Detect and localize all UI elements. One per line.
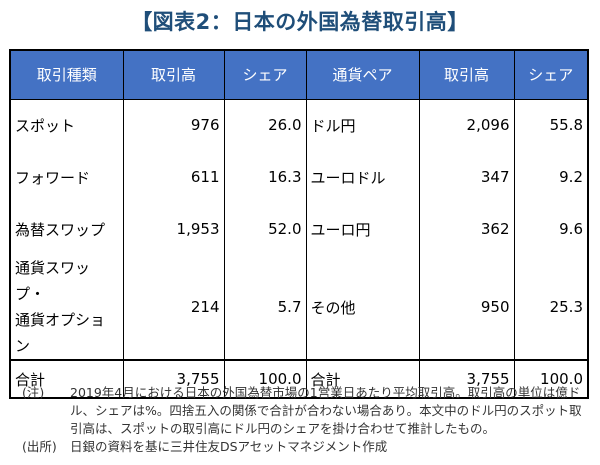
table-row: スポット 976 26.0 ドル円 2,096 55.8 <box>9 99 589 151</box>
trade-type-line-1: 通貨スワップ・ <box>15 259 91 303</box>
pair-share-cell: 25.3 <box>513 255 589 360</box>
total-row: 合計 3,755 100.0 合計 3,755 100.0 <box>9 359 589 399</box>
currency-pair-cell: ユーロドル <box>305 151 420 203</box>
share-cell: 52.0 <box>223 203 307 255</box>
volume-cell: 1,953 <box>122 203 225 255</box>
pair-volume-cell: 2,096 <box>418 99 515 151</box>
source-text: 日銀の資料を基に三井住友DSアセットマネジメント作成 <box>70 439 388 454</box>
total-label: 合計 <box>9 359 124 399</box>
table-header-row: 取引種類 取引高 シェア 通貨ペア 取引高 シェア <box>9 49 589 100</box>
share-cell: 5.7 <box>223 255 307 360</box>
source-tag: (出所) <box>22 439 57 454</box>
share-cell: 16.3 <box>223 151 307 203</box>
trade-type-line-2: 通貨オプション <box>15 311 106 355</box>
page-title: 【図表2：日本の外国為替取引高】 <box>131 10 469 34</box>
header-trade-type: 取引種類 <box>9 49 124 100</box>
trade-type-cell: スポット <box>9 99 124 151</box>
currency-pair-cell: その他 <box>305 255 420 360</box>
pair-share-cell: 55.8 <box>513 99 589 151</box>
header-currency-pair: 通貨ペア <box>305 49 420 100</box>
volume-cell: 214 <box>122 255 225 360</box>
header-pair-volume: 取引高 <box>418 49 515 100</box>
table-row: フォワード 611 16.3 ユーロドル 347 9.2 <box>9 151 589 203</box>
note-tag: (注) <box>22 385 45 400</box>
table-row: 通貨スワップ・ 通貨オプション 214 5.7 その他 950 25.3 <box>9 255 589 360</box>
pair-volume-cell: 347 <box>418 151 515 203</box>
pair-volume-cell: 362 <box>418 203 515 255</box>
header-pair-share: シェア <box>513 49 589 100</box>
trade-type-cell: 通貨スワップ・ 通貨オプション <box>9 255 124 360</box>
pair-share-cell: 9.2 <box>513 151 589 203</box>
pair-share-cell: 9.6 <box>513 203 589 255</box>
share-cell: 26.0 <box>223 99 307 151</box>
header-volume: 取引高 <box>122 49 225 100</box>
currency-pair-cell: ユーロ円 <box>305 203 420 255</box>
header-share: シェア <box>223 49 307 100</box>
footnotes: (注) 2019年4月における日本の外国為替市場の1営業日あたり平均取引高。取引… <box>22 384 594 456</box>
fx-volume-table: 取引種類 取引高 シェア 通貨ペア 取引高 シェア スポット 976 26.0 … <box>9 49 589 399</box>
volume-cell: 611 <box>122 151 225 203</box>
pair-total-share: 100.0 <box>513 359 589 399</box>
total-volume: 3,755 <box>122 359 225 399</box>
pair-volume-cell: 950 <box>418 255 515 360</box>
note-text: 2019年4月における日本の外国為替市場の1営業日あたり平均取引高。取引高の単位… <box>70 385 582 436</box>
pair-total-label: 合計 <box>305 359 420 399</box>
trade-type-cell: 為替スワップ <box>9 203 124 255</box>
currency-pair-cell: ドル円 <box>305 99 420 151</box>
volume-cell: 976 <box>122 99 225 151</box>
source-note: (出所) 日銀の資料を基に三井住友DSアセットマネジメント作成 <box>22 438 594 456</box>
note: (注) 2019年4月における日本の外国為替市場の1営業日あたり平均取引高。取引… <box>22 384 594 438</box>
trade-type-cell: フォワード <box>9 151 124 203</box>
table-row: 為替スワップ 1,953 52.0 ユーロ円 362 9.6 <box>9 203 589 255</box>
